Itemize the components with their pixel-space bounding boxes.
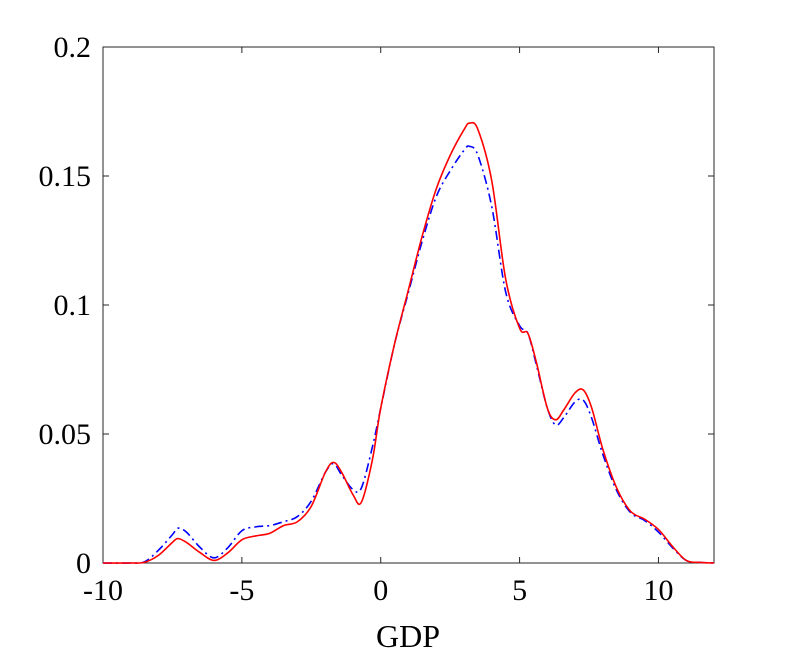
series-line-blue-dashdot: [102, 145, 715, 564]
x-axis-title: GDP: [376, 618, 440, 654]
x-tick-label: 10: [643, 574, 673, 607]
x-tick-label: -10: [83, 574, 123, 607]
y-tick-label: 0.1: [54, 289, 92, 322]
x-tick-label: 5: [512, 574, 527, 607]
y-tick-label: 0.2: [54, 31, 92, 64]
x-tick-label: -5: [229, 574, 254, 607]
plot-area-frame: [102, 46, 715, 564]
series-group: [102, 121, 715, 564]
axis-ticks: -10 -5 0 5 10 0 0.05 0.1 0.15 0.2: [39, 31, 714, 607]
series-line-red-solid: [102, 121, 715, 564]
y-tick-label: 0.05: [39, 418, 92, 451]
y-tick-label: 0.15: [39, 160, 92, 193]
y-tick-label: 0: [76, 547, 91, 580]
x-tick-label: 0: [373, 574, 388, 607]
